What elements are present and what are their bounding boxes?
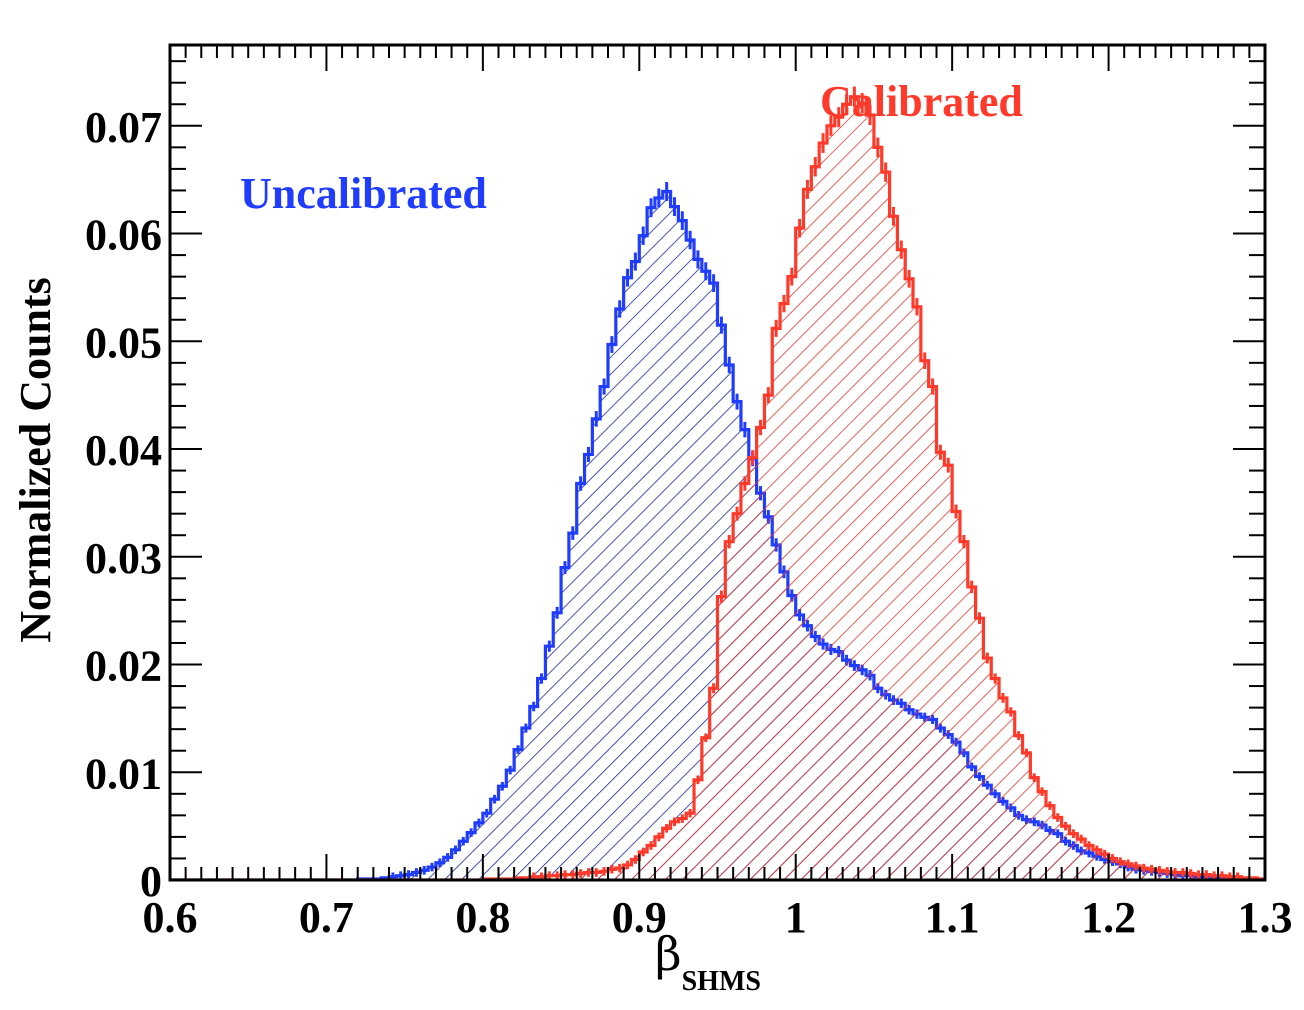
series-fill-uncalibrated (170, 191, 1265, 880)
y-tick-label: 0.01 (85, 749, 162, 798)
x-axis-symbol: β (655, 927, 682, 981)
x-tick-label: 1.1 (925, 893, 980, 942)
x-tick-label: 1.3 (1238, 893, 1293, 942)
y-tick-label: 0.06 (85, 211, 162, 260)
x-tick-label: 0.8 (455, 893, 510, 942)
y-tick-label: 0 (140, 857, 162, 906)
y-tick-label: 0.04 (85, 426, 162, 475)
y-tick-label: 0.07 (85, 103, 162, 152)
x-tick-label: 1.2 (1081, 893, 1136, 942)
series-fill-calibrated (170, 96, 1265, 880)
y-tick-label: 0.03 (85, 534, 162, 583)
series-line-calibrated (170, 95, 1265, 880)
series-layer (170, 86, 1265, 880)
x-tick-label: 0.7 (299, 893, 354, 942)
plot-frame (168, 43, 1267, 882)
axis-ticks (169, 45, 1266, 881)
y-axis-title: Normalized Counts (11, 277, 60, 642)
x-tick-labels: 0.6 0.7 0.8 0.9 1 1.1 1.2 1.3 (143, 893, 1293, 942)
x-tick-label: 0.9 (612, 893, 667, 942)
uncalibrated-label: Uncalibrated (240, 169, 487, 218)
y-tick-labels: 0 0.01 0.02 0.03 0.04 0.05 0.06 0.07 (85, 103, 162, 906)
y-tick-label: 0.02 (85, 642, 162, 691)
calibrated-label: Calibrated (820, 77, 1023, 126)
x-tick-label: 0.6 (143, 893, 198, 942)
x-tick-label: 1 (785, 893, 807, 942)
x-axis-subscript: SHMS (682, 966, 761, 997)
x-axis-title: βSHMS (655, 927, 761, 997)
y-tick-label: 0.05 (85, 318, 162, 367)
